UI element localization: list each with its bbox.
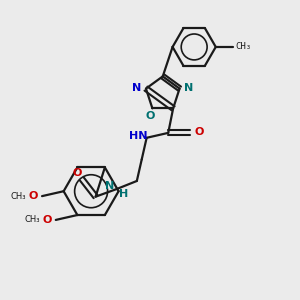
Text: O: O — [43, 215, 52, 225]
Text: CH₃: CH₃ — [11, 192, 26, 201]
Text: CH₃: CH₃ — [25, 215, 40, 224]
Text: N: N — [184, 82, 193, 93]
Text: CH₃: CH₃ — [236, 42, 251, 51]
Text: N: N — [105, 181, 114, 191]
Text: HN: HN — [129, 131, 147, 141]
Text: O: O — [195, 127, 204, 137]
Text: O: O — [72, 168, 82, 178]
Text: O: O — [146, 111, 155, 121]
Text: N: N — [133, 82, 142, 93]
Text: H: H — [119, 189, 128, 199]
Text: O: O — [29, 191, 38, 201]
